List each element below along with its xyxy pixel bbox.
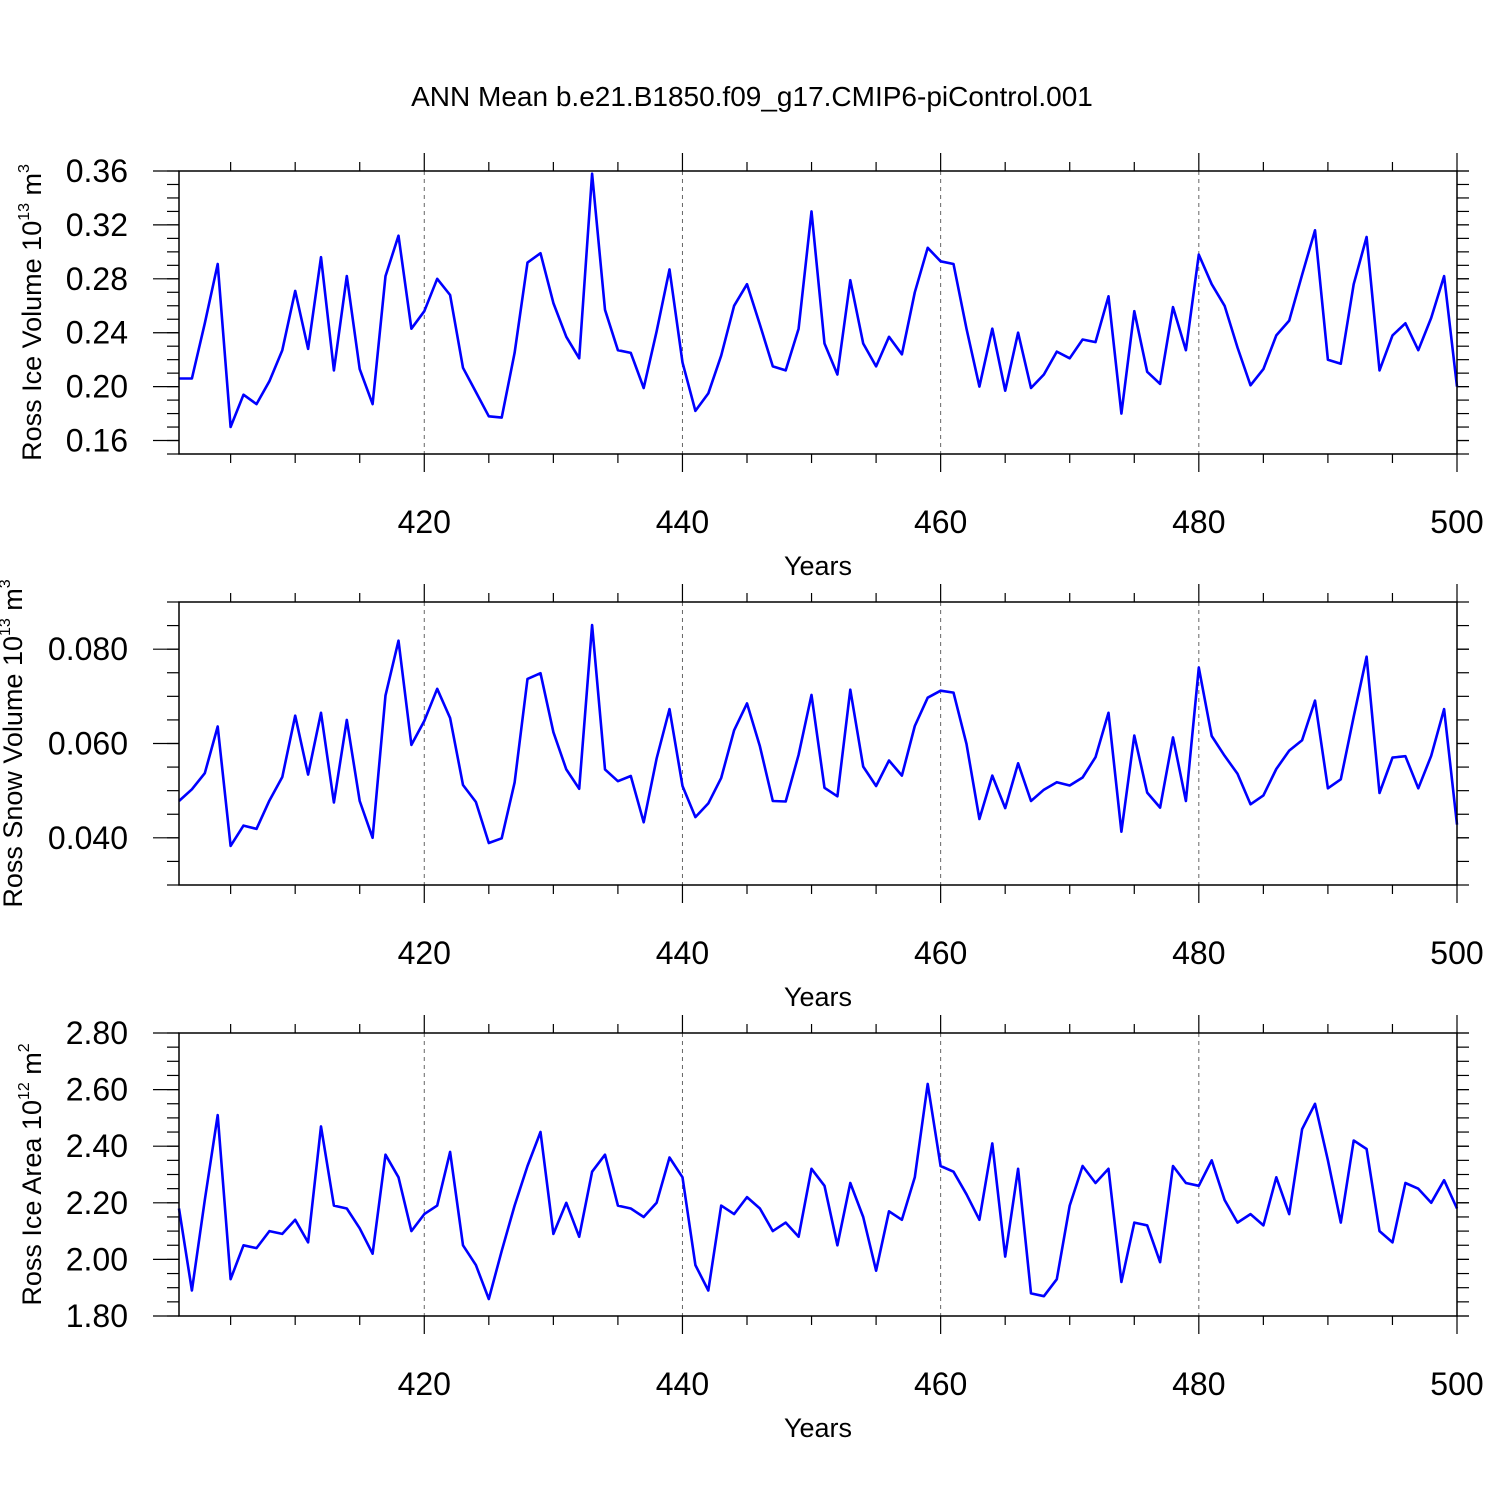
x-tick-label: 480 (1172, 935, 1225, 971)
x-axis-title: Years (784, 982, 852, 1012)
y-tick-label: 0.32 (66, 207, 128, 243)
x-tick-label: 500 (1430, 1366, 1483, 1402)
y-tick-label: 0.36 (66, 153, 128, 189)
x-tick-label: 420 (398, 1366, 451, 1402)
x-tick-label: 480 (1172, 1366, 1225, 1402)
y-tick-label: 2.60 (66, 1072, 128, 1108)
y-tick-label: 2.80 (66, 1015, 128, 1051)
x-tick-label: 500 (1430, 935, 1483, 971)
series-line (177, 1082, 1459, 1301)
x-tick-label: 420 (398, 504, 451, 540)
y-tick-label: 2.00 (66, 1241, 128, 1277)
x-tick-label: 440 (656, 935, 709, 971)
x-tick-label: 460 (914, 1366, 967, 1402)
series-line (179, 172, 1459, 429)
y-tick-label: 0.24 (66, 315, 128, 351)
y-axis-title: Ross Ice Volume 1013 m3 (16, 164, 47, 461)
x-tick-label: 460 (914, 504, 967, 540)
y-axis-title: Ross Ice Area 1012 m2 (16, 1043, 47, 1305)
panel-ice-area: 1.80 2.00 2.20 2.40 2.60 2.80 420 440 460 480 500 Y… (16, 1015, 1484, 1443)
plot-frame (178, 170, 1458, 455)
x-tick-label: 460 (914, 935, 967, 971)
plot-frame (178, 1032, 1458, 1317)
y-tick-label: 0.040 (48, 820, 128, 856)
y-tick-label: 0.16 (66, 423, 128, 459)
x-tick-label: 420 (398, 935, 451, 971)
y-tick-label: 2.20 (66, 1185, 128, 1221)
y-tick-label: 2.40 (66, 1128, 128, 1164)
figure-title: ANN Mean b.e21.B1850.f09_g17.CMIP6-piCon… (411, 81, 1093, 112)
x-axis-title: Years (784, 1413, 852, 1443)
y-tick-label: 1.80 (66, 1298, 128, 1334)
y-tick-label: 0.060 (48, 726, 128, 762)
x-tick-label: 440 (656, 504, 709, 540)
y-tick-label: 0.080 (48, 631, 128, 667)
panel-ice-volume: 0.16 0.20 0.24 0.28 0.32 0.36 420 440 460 480 500 Y… (16, 153, 1484, 581)
x-tick-label: 480 (1172, 504, 1225, 540)
y-tick-label: 0.28 (66, 261, 128, 297)
x-axis-title: Years (784, 551, 852, 581)
x-tick-label: 440 (656, 1366, 709, 1402)
plot-frame (178, 601, 1458, 886)
series-line (178, 623, 1459, 848)
y-axis-title: Ross Snow Volume 1013 m3 (0, 579, 28, 907)
x-tick-label: 500 (1430, 504, 1483, 540)
y-tick-label: 0.20 (66, 369, 128, 405)
panel-snow-volume: 0.040 0.060 0.080 420 440 460 480 500 Years Ross … (0, 579, 1484, 1012)
